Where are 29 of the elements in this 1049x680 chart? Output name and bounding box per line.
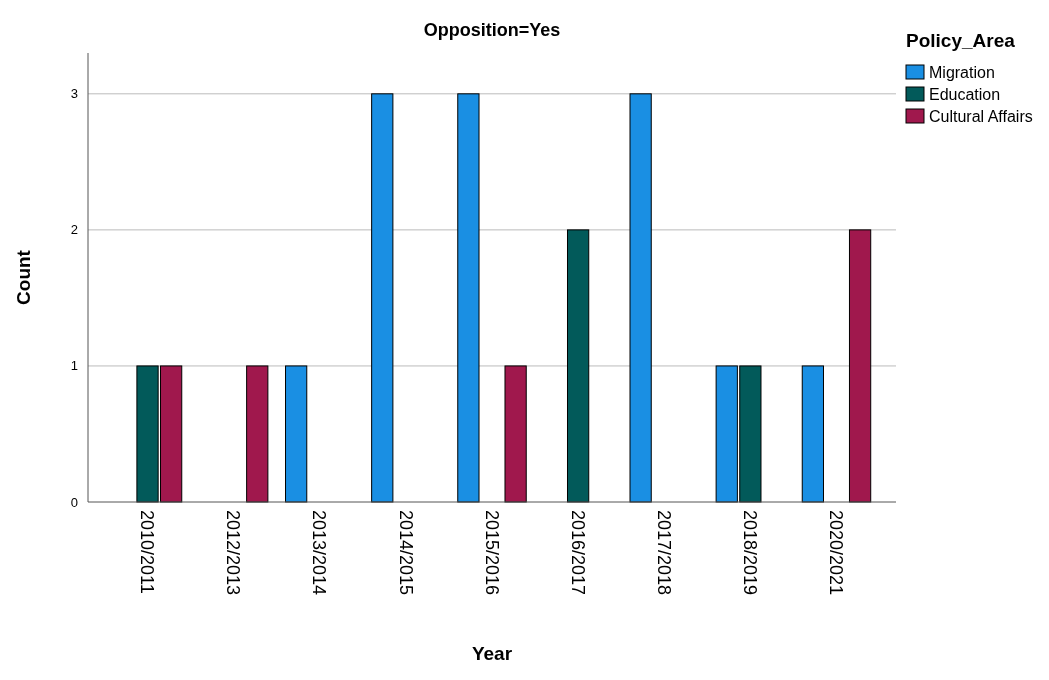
x-tick-label: 2017/2018 (653, 510, 674, 596)
bar (566, 229, 590, 503)
x-tick-label: 2020/2021 (826, 510, 847, 596)
bar (629, 93, 652, 503)
bar (457, 93, 480, 503)
x-tick-label: 2015/2016 (481, 510, 502, 596)
bar (801, 365, 824, 503)
y-axis-title: Count (13, 249, 34, 305)
bar (371, 93, 394, 503)
x-tick-label: 2012/2013 (223, 510, 244, 596)
x-tick-label: 2013/2014 (309, 510, 330, 596)
x-tick-label: 2018/2019 (740, 510, 761, 596)
bar (246, 365, 269, 503)
bar (285, 365, 308, 503)
legend-title: Policy_Area (906, 30, 1016, 51)
bar (504, 365, 527, 503)
chart-title: Opposition=Yes (423, 20, 561, 40)
x-tick-label: 2016/2017 (567, 510, 588, 596)
y-tick-label: 3 (70, 86, 78, 102)
y-tick-label: 1 (70, 358, 78, 374)
bar (848, 229, 872, 503)
legend-label: Education (929, 85, 1001, 103)
x-axis-title: Year (471, 643, 513, 664)
x-tick-label: 2010/2011 (137, 510, 158, 594)
y-tick-label: 2 (70, 222, 78, 238)
legend-label: Cultural Affairs (929, 107, 1033, 125)
legend-label: Migration (929, 63, 995, 81)
y-tick-label: 0 (70, 494, 78, 510)
x-tick-label: 2014/2015 (395, 510, 416, 596)
